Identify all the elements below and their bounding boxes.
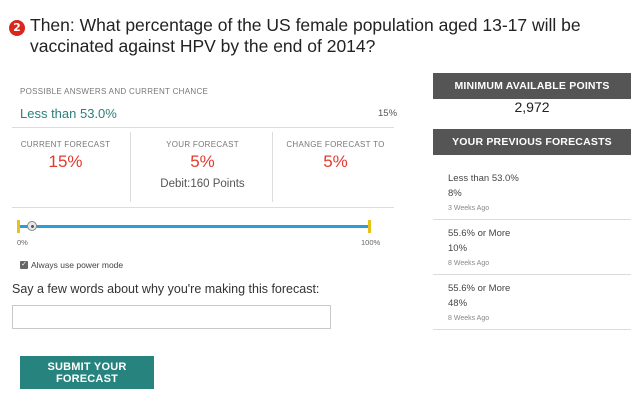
selected-answer[interactable]: Less than 53.0% — [20, 106, 117, 121]
previous-forecast-divider — [433, 219, 631, 220]
current-forecast-label: CURRENT FORECAST — [20, 140, 111, 149]
previous-forecast-item: Less than 53.0% 8% 3 Weeks Ago — [448, 173, 628, 212]
power-mode-label[interactable]: Always use power mode — [31, 260, 124, 270]
your-forecast-label: YOUR FORECAST — [166, 140, 239, 149]
column-divider — [130, 132, 131, 202]
previous-forecast-range: 55.6% or More — [448, 228, 511, 239]
question-title: Then: What percentage of the US female p… — [30, 15, 581, 56]
forecast-slider-handle[interactable] — [26, 221, 37, 231]
debit-points: Debit:160 Points — [160, 178, 245, 190]
answers-section-label: POSSIBLE ANSWERS AND CURRENT CHANCE — [20, 87, 209, 96]
column-divider — [272, 132, 273, 202]
previous-forecast-value: 8% — [448, 188, 462, 199]
question-number-badge: 2 — [9, 20, 25, 36]
previous-forecast-value: 10% — [448, 243, 468, 254]
divider — [12, 207, 394, 208]
submit-forecast-button[interactable]: SUBMIT YOUR FORECAST — [20, 356, 154, 389]
slider-min-cap — [17, 220, 20, 233]
change-forecast-label: CHANGE FORECAST TO — [286, 140, 385, 149]
previous-forecast-value: 48% — [448, 298, 468, 309]
power-mode-checkbox[interactable]: ✓ — [20, 261, 28, 269]
previous-forecasts-header: YOUR PREVIOUS FORECASTS — [433, 129, 631, 155]
previous-forecast-age: 3 Weeks Ago — [448, 205, 490, 212]
previous-forecast-age: 8 Weeks Ago — [448, 260, 490, 267]
slider-max-cap — [368, 220, 371, 233]
previous-forecast-divider — [433, 274, 631, 275]
previous-forecast-range: Less than 53.0% — [448, 173, 519, 184]
change-forecast-value[interactable]: 5% — [323, 152, 348, 171]
previous-forecast-range: 55.6% or More — [448, 283, 511, 294]
slider-min-label: 0% — [17, 238, 28, 247]
forecast-slider-track[interactable] — [20, 225, 370, 228]
previous-forecast-divider — [433, 329, 631, 330]
previous-forecast-age: 8 Weeks Ago — [448, 315, 490, 322]
reason-prompt-label: Say a few words about why you're making … — [12, 282, 320, 296]
previous-forecast-item: 55.6% or More 48% 8 Weeks Ago — [448, 283, 628, 322]
your-forecast-value: 5% — [190, 152, 215, 171]
divider — [12, 127, 394, 128]
selected-answer-chance: 15% — [378, 108, 398, 119]
previous-forecast-item: 55.6% or More 10% 8 Weeks Ago — [448, 228, 628, 267]
slider-max-label: 100% — [361, 238, 381, 247]
reason-input[interactable] — [12, 305, 331, 329]
min-points-value: 2,972 — [514, 99, 550, 115]
current-forecast-value: 15% — [48, 152, 83, 171]
min-points-header: MINIMUM AVAILABLE POINTS — [433, 73, 631, 99]
